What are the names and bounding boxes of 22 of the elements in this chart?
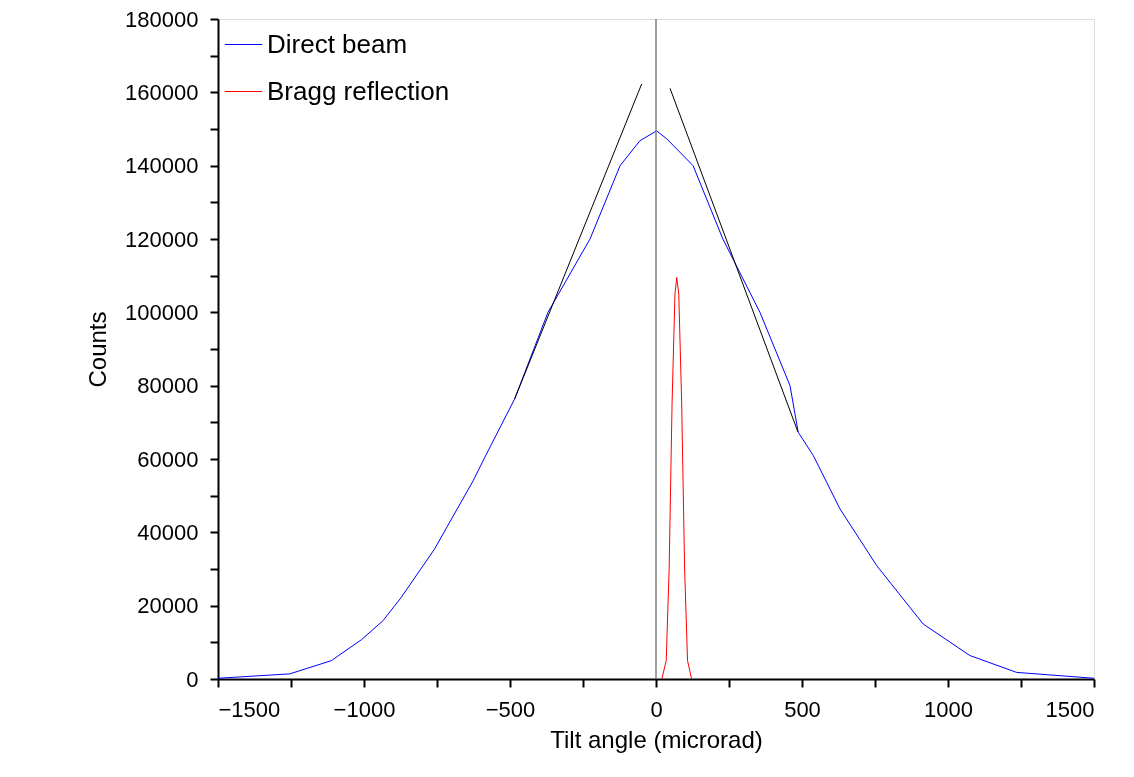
x-tick-label: 1500 — [1045, 696, 1095, 722]
y-tick-label: 60000 — [137, 446, 199, 472]
legend-label: Direct beam — [267, 28, 408, 59]
y-tick-label: 160000 — [125, 79, 199, 105]
y-tick-label: 180000 — [125, 6, 199, 32]
y-tick-label: 140000 — [125, 153, 199, 179]
y-axis-title: Counts — [84, 311, 112, 388]
y-tick-label: 100000 — [125, 299, 199, 325]
x-tick-label: 0 — [650, 696, 663, 722]
x-tick-label: −1000 — [333, 696, 396, 722]
x-tick-label: 500 — [784, 696, 821, 722]
x-tick-label: −500 — [485, 696, 536, 722]
y-tick-label: 0 — [186, 666, 199, 692]
line-series — [661, 277, 693, 680]
x-axis-title: Tilt angle (microrad) — [550, 725, 763, 753]
y-tick-label: 40000 — [137, 519, 199, 545]
legend-label: Bragg reflection — [267, 75, 450, 106]
x-tick-label: 1000 — [924, 696, 973, 722]
y-tick-label: 20000 — [137, 593, 199, 619]
x-tick-label: −1500 — [218, 696, 281, 722]
y-tick-label: 80000 — [137, 373, 199, 399]
y-tick-label: 120000 — [125, 226, 199, 252]
